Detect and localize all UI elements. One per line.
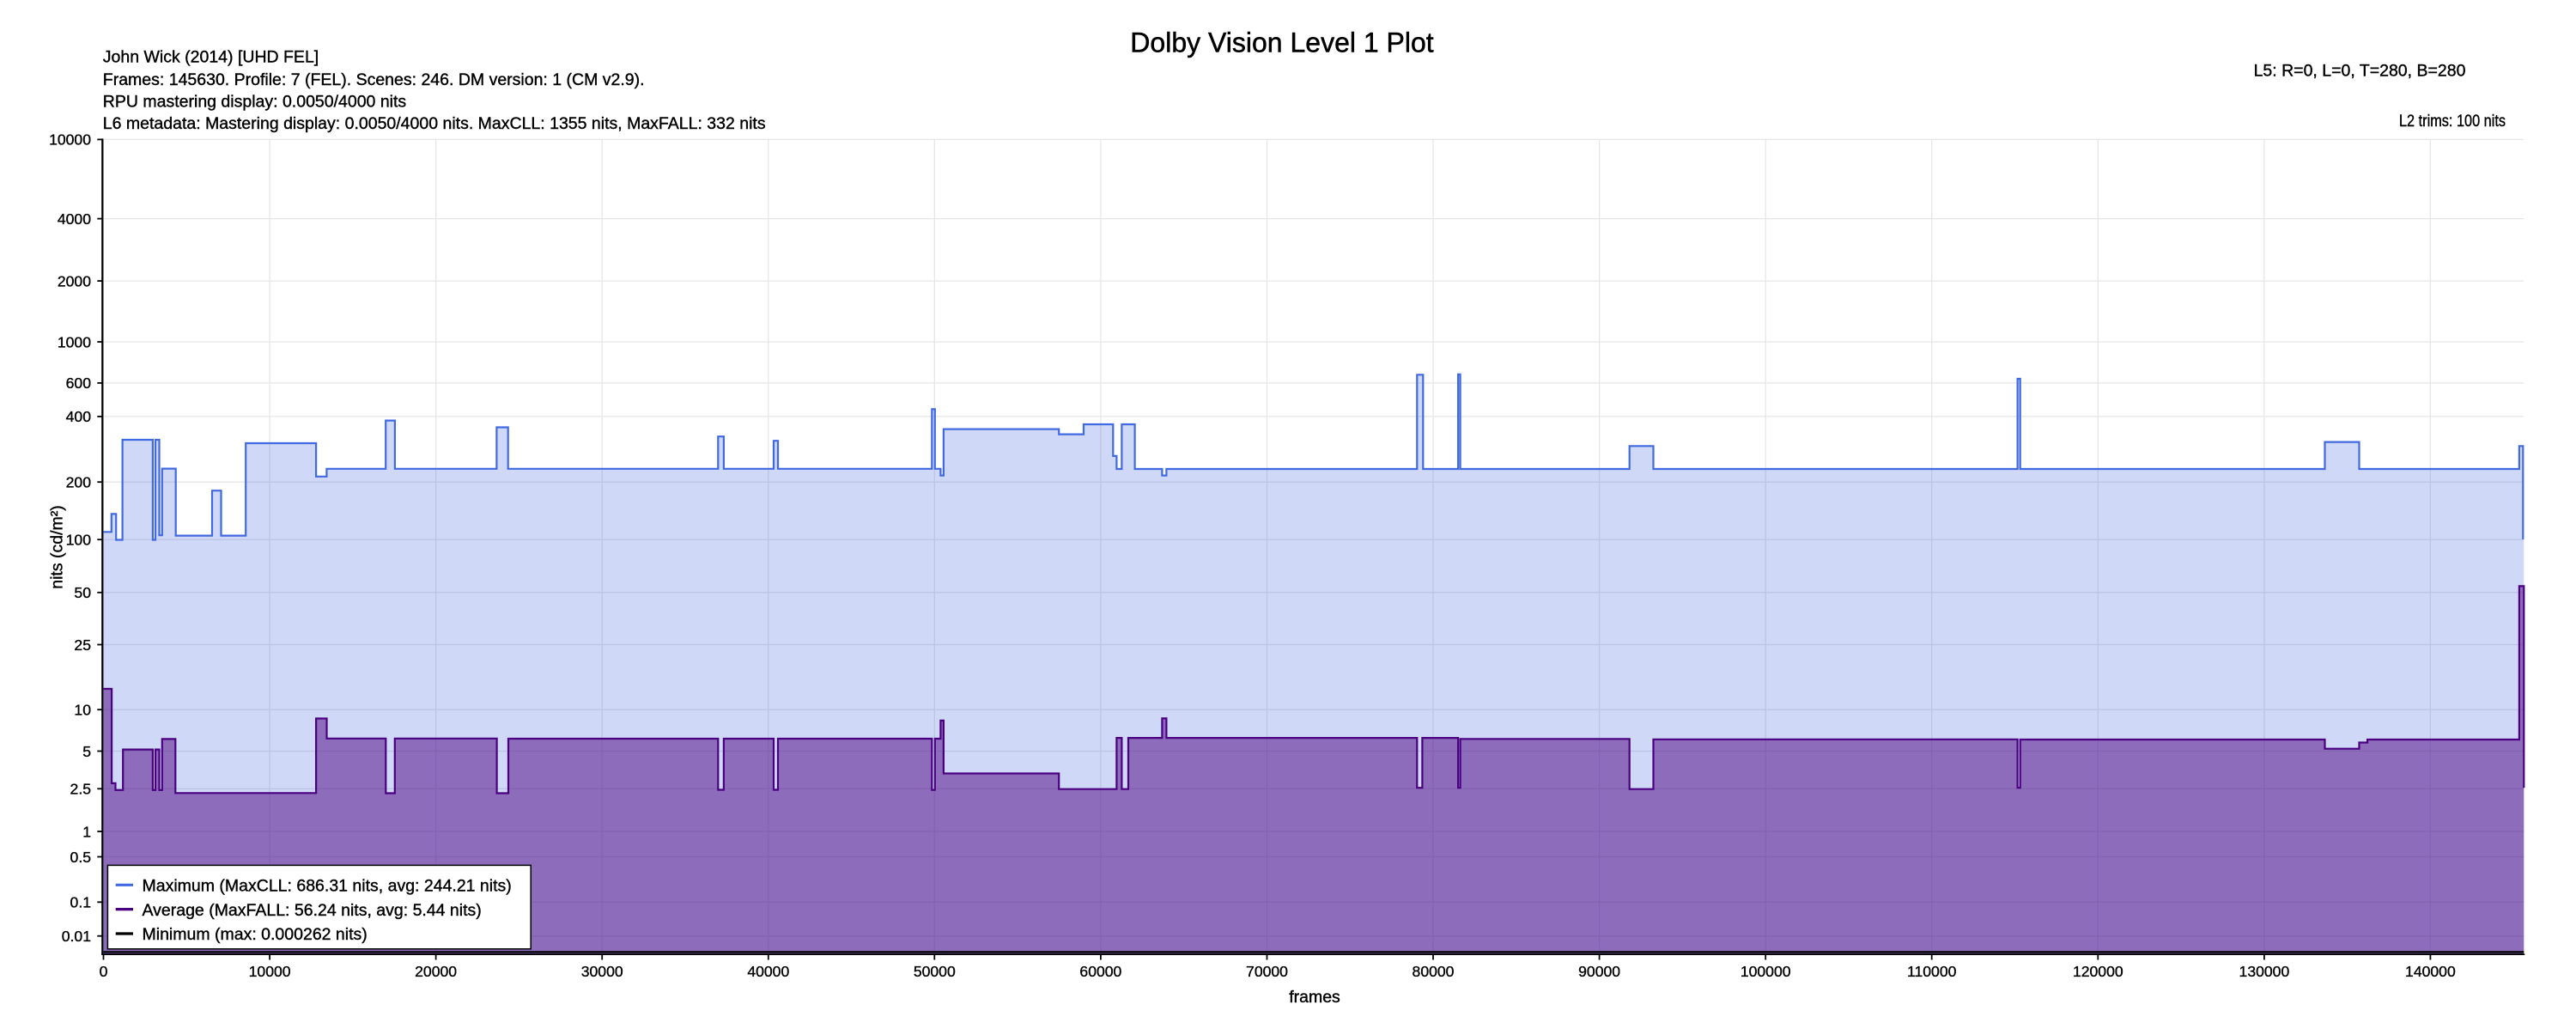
svg-text:Average (MaxFALL: 56.24 nits,: Average (MaxFALL: 56.24 nits, avg: 5.44 …: [143, 901, 482, 920]
svg-text:50000: 50000: [914, 963, 956, 980]
svg-text:60000: 60000: [1079, 963, 1121, 980]
svg-text:0.01: 0.01: [62, 928, 91, 945]
svg-text:John Wick (2014) [UHD FEL]: John Wick (2014) [UHD FEL]: [103, 48, 319, 67]
svg-text:0.5: 0.5: [70, 849, 92, 866]
svg-text:30000: 30000: [581, 963, 623, 980]
svg-text:140000: 140000: [2405, 963, 2456, 980]
svg-text:nits (cd/m²): nits (cd/m²): [48, 505, 67, 589]
svg-text:10000: 10000: [249, 963, 291, 980]
svg-text:1: 1: [82, 823, 91, 840]
svg-text:100: 100: [66, 532, 92, 549]
svg-text:0: 0: [100, 963, 108, 980]
svg-text:Dolby Vision Level 1 Plot: Dolby Vision Level 1 Plot: [1130, 27, 1434, 58]
svg-text:600: 600: [66, 374, 92, 392]
svg-text:RPU mastering display: 0.0050/: RPU mastering display: 0.0050/4000 nits: [103, 93, 407, 112]
svg-text:1000: 1000: [58, 333, 91, 350]
svg-text:Maximum (MaxCLL: 686.31 nits,: Maximum (MaxCLL: 686.31 nits, avg: 244.2…: [143, 877, 512, 896]
svg-text:400: 400: [66, 408, 92, 425]
svg-text:20000: 20000: [415, 963, 457, 980]
svg-text:frames: frames: [1289, 988, 1340, 1007]
svg-text:2.5: 2.5: [70, 781, 92, 798]
svg-text:100000: 100000: [1741, 963, 1791, 980]
svg-text:40000: 40000: [747, 963, 789, 980]
svg-text:Frames: 145630. Profile: 7 (FE: Frames: 145630. Profile: 7 (FEL). Scenes…: [103, 70, 645, 89]
svg-text:L6 metadata: Mastering display: L6 metadata: Mastering display: 0.0050/4…: [103, 114, 766, 133]
svg-text:90000: 90000: [1578, 963, 1620, 980]
svg-text:4000: 4000: [58, 210, 91, 228]
svg-text:110000: 110000: [1907, 963, 1957, 980]
svg-text:Minimum (max: 0.000262 nits): Minimum (max: 0.000262 nits): [143, 925, 368, 944]
svg-text:200: 200: [66, 474, 92, 491]
svg-text:0.1: 0.1: [70, 894, 91, 911]
svg-text:L5: R=0, L=0, T=280, B=280: L5: R=0, L=0, T=280, B=280: [2254, 62, 2466, 81]
svg-text:10: 10: [74, 702, 91, 719]
svg-text:120000: 120000: [2073, 963, 2123, 980]
svg-text:L2 trims: 100 nits: L2 trims: 100 nits: [2399, 112, 2506, 131]
svg-text:70000: 70000: [1246, 963, 1288, 980]
svg-text:130000: 130000: [2239, 963, 2290, 980]
svg-text:80000: 80000: [1413, 963, 1455, 980]
svg-text:5: 5: [82, 743, 91, 760]
svg-text:2000: 2000: [58, 272, 91, 289]
svg-text:10000: 10000: [49, 131, 91, 149]
svg-text:50: 50: [74, 584, 91, 601]
svg-text:25: 25: [74, 636, 91, 654]
